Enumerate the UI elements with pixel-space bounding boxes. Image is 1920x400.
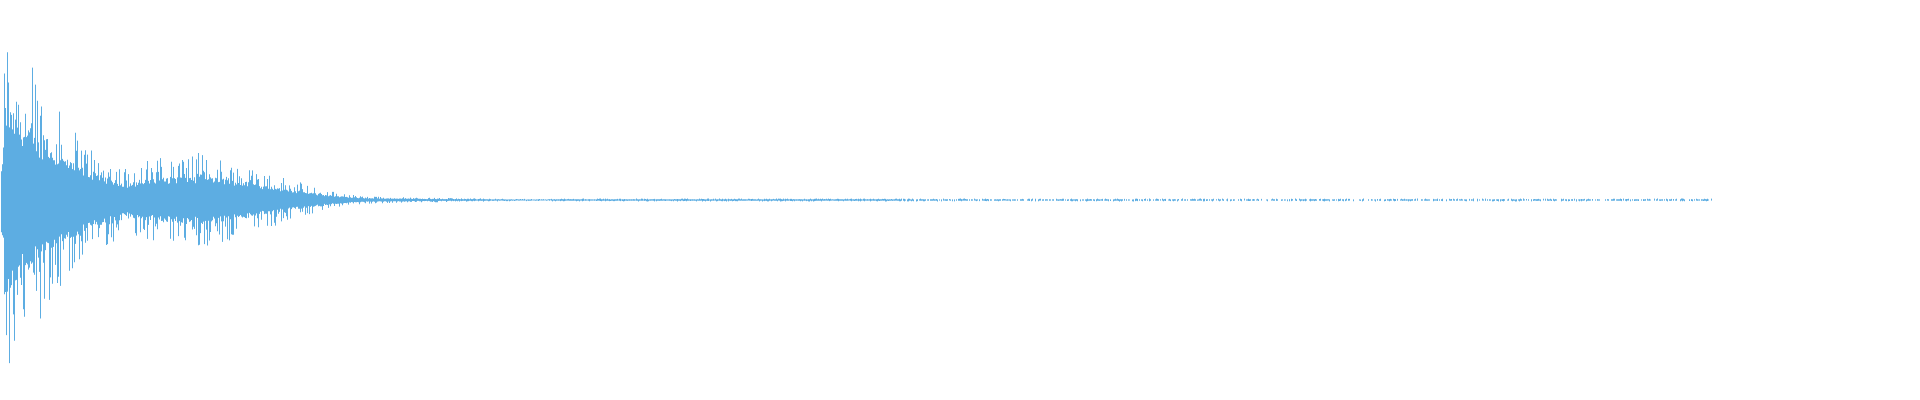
waveform-trace [1,52,1712,364]
